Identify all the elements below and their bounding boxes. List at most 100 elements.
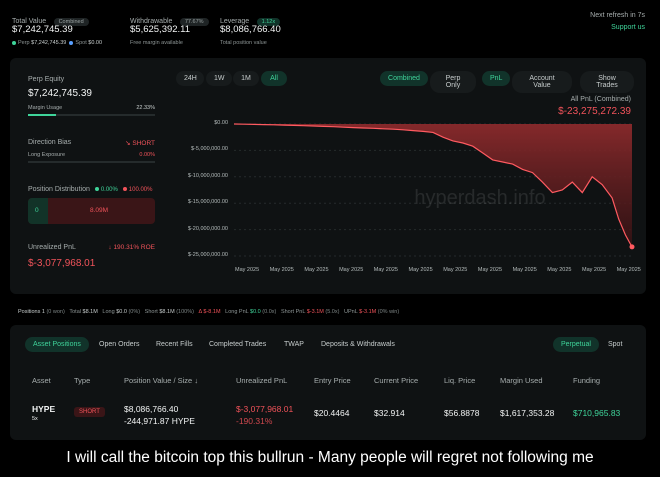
x-tick-label: May 2025 (616, 267, 641, 273)
pnl-area (234, 124, 632, 247)
distribution-long-value: 0 (35, 207, 39, 214)
spot-dot-icon (69, 40, 74, 45)
tab-completed-trades[interactable]: Completed Trades (209, 341, 267, 348)
short-dot-icon (122, 187, 127, 192)
arrow-down-icon: ↓ (108, 244, 112, 251)
row-asset: HYPE (32, 404, 56, 414)
tab-open-orders[interactable]: Open Orders (99, 341, 140, 348)
unrealized-roe: ↓ 190.31% ROE (108, 244, 155, 251)
withdrawable-sub: Free margin available (130, 40, 183, 46)
mode-perp-only-button[interactable]: Perp Only (430, 71, 476, 93)
all-pnl-label: All PnL (Combined) (570, 96, 631, 103)
position-distribution-label: Position Distribution 0.00% 100.00% (28, 186, 153, 193)
range-1m-button[interactable]: 1M (233, 71, 259, 86)
long-exposure-label: Long Exposure (28, 152, 65, 158)
col-asset: Asset (32, 376, 51, 385)
refresh-timer: Next refresh in 7s (590, 12, 645, 19)
x-tick-label: May 2025 (235, 267, 260, 273)
x-tick-label: May 2025 (582, 267, 607, 273)
range-24h-button[interactable]: 24H (176, 71, 204, 86)
chart-watermark: hyperdash.info (414, 187, 545, 209)
unrealized-pnl-value: $-3,077,968.01 (28, 258, 96, 269)
distribution-short-value: 8.09M (90, 207, 109, 214)
margin-usage-label: Margin Usage (28, 105, 63, 111)
x-tick-label: May 2025 (408, 267, 433, 273)
meme-caption: I will call the bitcoin top this bullrun… (66, 449, 594, 466)
distribution-long-segment (28, 198, 48, 224)
pnl-line (233, 123, 633, 248)
combined-badge: Combined (53, 18, 89, 26)
metric-pnl-button[interactable]: PnL (482, 71, 510, 86)
row-upnl: $-3,077,968.01 (236, 404, 294, 414)
row-leverage: 5x (32, 416, 38, 422)
col-funding: Funding (573, 376, 601, 385)
y-tick-label: $-15,000,000.00 (187, 199, 228, 206)
y-tick-label: $-25,000,000.00 (187, 252, 228, 258)
range-1w-button[interactable]: 1W (206, 71, 232, 86)
tab-perpetual[interactable]: Perpetual (553, 337, 599, 352)
row-entry-price: $20.4464 (314, 408, 350, 418)
direction-bias-label: Direction Bias (28, 139, 72, 146)
total-value-label: Total Value (12, 18, 47, 25)
y-tick-label: $-10,000,000.00 (187, 172, 228, 179)
row-liq-price: $56.8878 (444, 408, 480, 418)
long-exposure-bar (28, 161, 155, 163)
col-unrealized-pnl: Unrealized PnL (236, 376, 288, 385)
perp-equity-value: $7,242,745.39 (28, 88, 92, 99)
withdrawable-value: $5,625,392.11 (130, 24, 191, 35)
x-tick-label: May 2025 (512, 267, 537, 273)
trend-down-icon: ↘ (125, 140, 131, 147)
show-trades-button[interactable]: Show Trades (580, 71, 634, 93)
x-tick-label: May 2025 (443, 267, 468, 273)
perp-equity-label: Perp Equity (28, 76, 65, 83)
margin-usage-bar (28, 114, 155, 116)
perp-dot-icon (12, 40, 16, 45)
col-margin-used: Margin Used (500, 376, 543, 385)
metric-account-value-button[interactable]: Account Value (512, 71, 572, 93)
margin-usage-value: 22.33% (136, 105, 155, 111)
mode-combined-button[interactable]: Combined (380, 71, 428, 86)
header-leverage: Leverage 1.12x (220, 10, 281, 28)
tab-deposits-withdrawals[interactable]: Deposits & Withdrawals (321, 341, 395, 348)
header-withdrawable: Withdrawable 77.67% (130, 10, 209, 28)
leverage-sub: Total position value (220, 40, 267, 46)
tab-recent-fills[interactable]: Recent Fills (156, 341, 193, 348)
withdrawable-badge: 77.67% (179, 18, 209, 26)
col-current-price: Current Price (374, 376, 419, 385)
x-tick-label: May 2025 (477, 267, 503, 273)
row-funding: $710,965.83 (573, 408, 621, 418)
sort-down-icon: ↓ (194, 376, 199, 385)
y-tick-label: $-20,000,000.00 (187, 225, 228, 232)
row-current-price: $32.914 (374, 408, 405, 418)
positions-summary-bar: Positions 1 (0 won) Total $8.1M Long $0.… (18, 309, 400, 315)
y-tick-label: $0.00 (214, 120, 228, 126)
x-tick-label: May 2025 (304, 267, 329, 273)
direction-bias-value: ↘ SHORT (125, 140, 155, 147)
col-position-value[interactable]: Position Value / Size ↓ (124, 376, 199, 385)
perp-spot-breakdown: Perp $7,242,745.39 Spot $0.00 (12, 40, 102, 46)
leverage-value: $8,086,766.40 (220, 24, 281, 35)
tab-twap[interactable]: TWAP (284, 341, 304, 348)
long-dot-icon (94, 187, 99, 192)
unrealized-pnl-label: Unrealized PnL (28, 244, 76, 251)
row-margin-used: $1,617,353.28 (500, 408, 555, 418)
margin-usage-fill (28, 114, 57, 116)
x-tick-label: May 2025 (269, 267, 294, 273)
positions-panel (10, 325, 646, 440)
x-tick-label: May 2025 (373, 267, 398, 273)
total-value: $7,242,745.39 (12, 24, 73, 35)
pnl-area-chart: hyperdash.info (233, 123, 635, 257)
header-total-value: Total Value Combined (12, 10, 89, 28)
col-entry-price: Entry Price (314, 376, 351, 385)
x-tick-label: May 2025 (339, 267, 364, 273)
row-upnl-pct: -190.31% (236, 416, 273, 426)
long-exposure-value: 0.00% (139, 152, 155, 158)
tab-spot[interactable]: Spot (608, 341, 623, 348)
support-link[interactable]: Support us (611, 24, 645, 31)
row-position-size: -244,971.87 HYPE (124, 416, 195, 426)
row-position-value: $8,086,766.40 (124, 404, 179, 414)
row-type-badge: SHORT (74, 407, 105, 417)
distribution-bar: 0 8.09M (28, 198, 155, 224)
range-all-button[interactable]: All (261, 71, 287, 86)
tab-asset-positions[interactable]: Asset Positions (25, 337, 89, 352)
